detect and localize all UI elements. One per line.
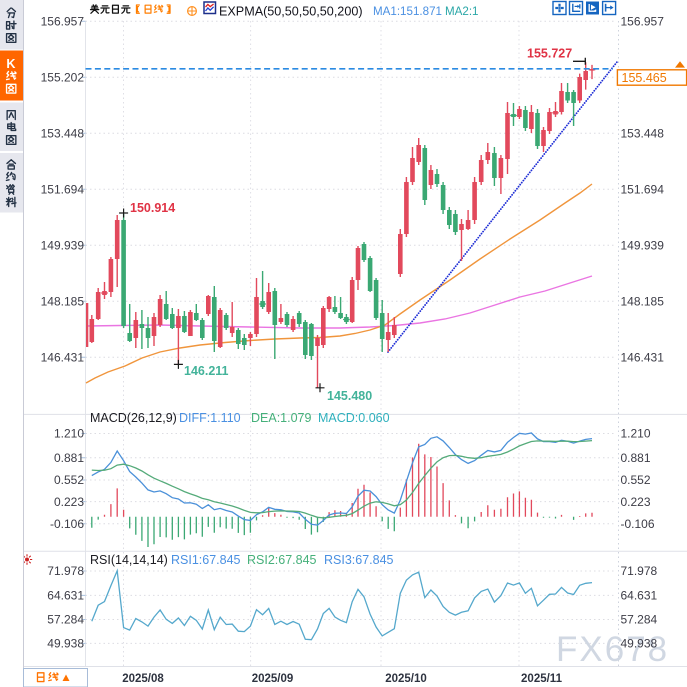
- svg-text:MA1:151.871: MA1:151.871: [373, 5, 442, 18]
- svg-text:49.938: 49.938: [621, 637, 658, 651]
- svg-text:155.465: 155.465: [622, 71, 667, 85]
- svg-text:0.881: 0.881: [621, 451, 651, 465]
- svg-text:0.552: 0.552: [621, 473, 651, 487]
- svg-text:RSI3:67.845: RSI3:67.845: [324, 553, 394, 567]
- svg-text:0.223: 0.223: [621, 495, 651, 509]
- svg-text:0.881: 0.881: [54, 451, 84, 465]
- svg-text:151.694: 151.694: [621, 182, 665, 196]
- svg-text:EXPMA(50,50,50,50,200): EXPMA(50,50,50,50,200): [219, 4, 363, 18]
- svg-text:156.957: 156.957: [621, 14, 665, 28]
- svg-text:71.978: 71.978: [621, 564, 658, 578]
- svg-text:RSI2:67.845: RSI2:67.845: [247, 553, 317, 567]
- svg-text:DEA:1.079: DEA:1.079: [251, 411, 312, 425]
- svg-text:MACD(26,12,9): MACD(26,12,9): [90, 411, 177, 425]
- svg-text:FX678: FX678: [556, 630, 669, 669]
- svg-text:2025/11: 2025/11: [521, 673, 563, 685]
- svg-text:155.202: 155.202: [41, 70, 85, 84]
- svg-text:145.480: 145.480: [327, 389, 372, 403]
- svg-text:149.939: 149.939: [621, 238, 665, 252]
- svg-text:64.631: 64.631: [47, 589, 84, 603]
- svg-text:MA2:1: MA2:1: [445, 5, 479, 18]
- svg-text:57.284: 57.284: [47, 613, 84, 627]
- svg-text:RSI(14,14,14): RSI(14,14,14): [90, 553, 168, 567]
- svg-text:155.727: 155.727: [527, 47, 572, 61]
- svg-text:0.552: 0.552: [54, 473, 84, 487]
- svg-text:2025/08: 2025/08: [122, 673, 164, 685]
- svg-text:150.914: 150.914: [130, 201, 175, 215]
- svg-text:71.978: 71.978: [47, 564, 84, 578]
- svg-text:156.957: 156.957: [41, 14, 85, 28]
- svg-text:146.431: 146.431: [41, 350, 85, 364]
- svg-text:146.431: 146.431: [621, 350, 665, 364]
- svg-text:1.210: 1.210: [54, 427, 84, 441]
- svg-text:-0.106: -0.106: [621, 517, 655, 531]
- svg-text:146.211: 146.211: [184, 364, 229, 378]
- svg-text:148.185: 148.185: [41, 294, 85, 308]
- svg-text:K: K: [6, 57, 15, 71]
- svg-text:1.210: 1.210: [621, 427, 651, 441]
- svg-text:153.448: 153.448: [41, 126, 85, 140]
- svg-text:149.939: 149.939: [41, 238, 85, 252]
- svg-text:0.223: 0.223: [54, 495, 84, 509]
- svg-text:2025/09: 2025/09: [252, 673, 294, 685]
- svg-text:148.185: 148.185: [621, 294, 665, 308]
- svg-text:64.631: 64.631: [621, 589, 658, 603]
- svg-text:DIFF:1.110: DIFF:1.110: [179, 411, 241, 425]
- svg-text:49.938: 49.938: [47, 637, 84, 651]
- svg-text:153.448: 153.448: [621, 126, 665, 140]
- svg-text:MACD:0.060: MACD:0.060: [318, 411, 390, 425]
- svg-text:RSI1:67.845: RSI1:67.845: [171, 553, 241, 567]
- svg-text:151.694: 151.694: [41, 182, 85, 196]
- svg-text:57.284: 57.284: [621, 613, 658, 627]
- svg-text:2025/10: 2025/10: [385, 673, 427, 685]
- svg-text:-0.106: -0.106: [50, 517, 84, 531]
